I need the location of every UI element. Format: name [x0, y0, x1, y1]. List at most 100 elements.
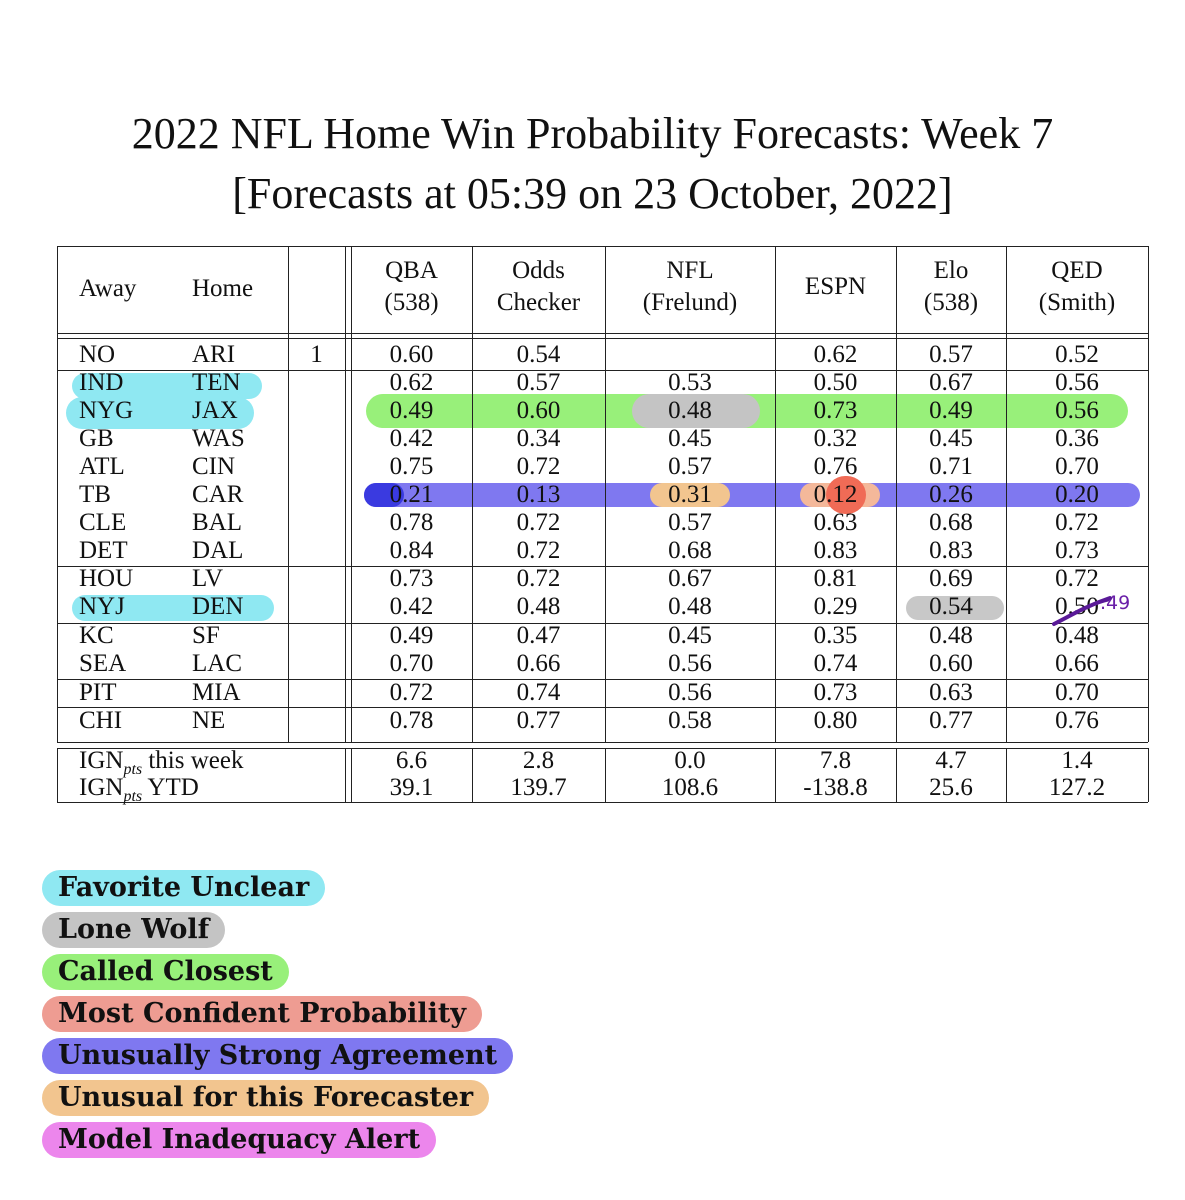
- cell-away: NYG: [79, 397, 134, 424]
- grid-line: [605, 748, 606, 802]
- cell-espn: 0.63: [813, 509, 858, 536]
- grid-line: [345, 748, 346, 802]
- summary-qba: 6.6: [395, 747, 428, 774]
- cell-away: IND: [79, 369, 124, 396]
- summary-elo: 4.7: [935, 747, 967, 774]
- highlight-nyg-jax: [66, 397, 254, 429]
- grid-line: [57, 679, 1148, 680]
- summary-label: IGNpts this week: [79, 748, 243, 782]
- grid-line: [1006, 246, 1007, 742]
- cell-odds: 0.57: [516, 369, 561, 396]
- cell-qed: 0.76: [1055, 707, 1099, 734]
- summary-elo: 25.6: [929, 774, 973, 801]
- summary-label-sub: pts: [123, 761, 143, 778]
- legend-item: Most Confident Probability: [42, 996, 483, 1032]
- title-line-2: [Forecasts at 05:39 on 23 October, 2022]: [232, 169, 953, 218]
- cell-nfl: 0.56: [668, 650, 712, 677]
- grid-line: [351, 246, 352, 742]
- summary-espn: -138.8: [803, 774, 868, 801]
- cell-away: SEA: [79, 650, 127, 677]
- cell-nfl: 0.56: [668, 679, 712, 706]
- cell-away: NO: [79, 341, 116, 368]
- header-odds-line-1: Odds: [512, 257, 565, 284]
- cell-elo: 0.69: [929, 565, 973, 592]
- cell-elo: 0.48: [929, 622, 973, 649]
- cell-qed: 0.20: [1055, 481, 1099, 508]
- cell-nfl: 0.45: [668, 425, 712, 452]
- cell-qba: 0.78: [389, 707, 434, 734]
- cell-qba: 0.42: [389, 425, 434, 452]
- cell-nfl: 0.53: [668, 369, 712, 396]
- cell-espn: 0.50: [813, 369, 858, 396]
- cell-qba: 0.42: [389, 593, 434, 620]
- summary-nfl: 0.0: [674, 747, 706, 774]
- cell-flag: 1: [310, 341, 323, 368]
- cell-away: CHI: [79, 707, 123, 734]
- cell-nfl: 0.48: [668, 397, 712, 424]
- cell-qed: 0.36: [1055, 425, 1099, 452]
- cell-odds: 0.66: [516, 650, 561, 677]
- legend-item: Called Closest: [42, 954, 289, 990]
- cell-qed: 0.73: [1055, 537, 1099, 564]
- summary-label: IGNpts YTD: [79, 775, 199, 809]
- cell-elo: 0.26: [929, 481, 973, 508]
- cell-away: KC: [79, 622, 114, 649]
- cell-qba: 0.49: [389, 397, 434, 424]
- cell-odds: 0.72: [516, 565, 561, 592]
- cell-home: MIA: [192, 679, 241, 706]
- cell-espn: 0.35: [813, 622, 858, 649]
- cell-away: GB: [79, 425, 114, 452]
- cell-elo: 0.83: [929, 537, 973, 564]
- cell-espn: 0.29: [813, 593, 858, 620]
- cell-away: NYJ: [79, 593, 125, 620]
- cell-odds: 0.72: [516, 509, 561, 536]
- cell-espn: 0.73: [813, 397, 858, 424]
- grid-line: [288, 246, 289, 742]
- grid-line: [57, 623, 1148, 624]
- cell-qba: 0.72: [389, 679, 434, 706]
- cell-qed: 0.70: [1055, 679, 1099, 706]
- header-elo-line-1: Elo: [933, 257, 969, 284]
- cell-elo: 0.45: [929, 425, 973, 452]
- cell-espn: 0.74: [813, 650, 858, 677]
- strikethrough-mark: [1052, 596, 1112, 626]
- summary-espn: 7.8: [819, 747, 852, 774]
- grid-line: [1148, 246, 1149, 742]
- grid-line: [775, 748, 776, 802]
- summary-nfl: 108.6: [661, 774, 719, 801]
- header-home: Home: [192, 275, 254, 302]
- cell-elo: 0.57: [929, 341, 973, 368]
- cell-qed: 0.70: [1055, 453, 1099, 480]
- grid-line: [351, 748, 352, 802]
- highlight-lone-wolf-elo: [906, 596, 1004, 620]
- summary-label-sub: pts: [123, 788, 143, 805]
- cell-home: ARI: [192, 341, 236, 368]
- cell-away: TB: [79, 481, 111, 508]
- cell-espn: 0.73: [813, 679, 858, 706]
- cell-away: CLE: [79, 509, 127, 536]
- cell-nfl: 0.31: [668, 481, 712, 508]
- cell-qba: 0.75: [389, 453, 434, 480]
- cell-qed: 0.66: [1055, 650, 1099, 677]
- cell-qed: 0.48: [1055, 622, 1099, 649]
- cell-nfl: 0.57: [668, 509, 712, 536]
- summary-odds: 2.8: [522, 747, 555, 774]
- grid-line: [57, 707, 1148, 708]
- cell-qba: 0.78: [389, 509, 434, 536]
- cell-home: NE: [192, 707, 226, 734]
- header-qed-line-2: (Smith): [1038, 289, 1116, 316]
- summary-odds: 139.7: [510, 774, 567, 801]
- highlight-unusual-nfl: [650, 483, 730, 507]
- grid-line: [1148, 748, 1149, 802]
- cell-odds: 0.13: [516, 481, 561, 508]
- cell-away: DET: [79, 537, 128, 564]
- cell-elo: 0.60: [929, 650, 973, 677]
- cell-nfl: 0.57: [668, 453, 712, 480]
- header-espn: ESPN: [804, 273, 867, 300]
- cell-nfl: 0.45: [668, 622, 712, 649]
- cell-qba: 0.73: [389, 565, 434, 592]
- summary-label-rest: this week: [142, 747, 244, 774]
- cell-elo: 0.54: [929, 593, 973, 620]
- title-line-1: 2022 NFL Home Win Probability Forecasts:…: [131, 109, 1054, 158]
- grid-line: [472, 246, 473, 742]
